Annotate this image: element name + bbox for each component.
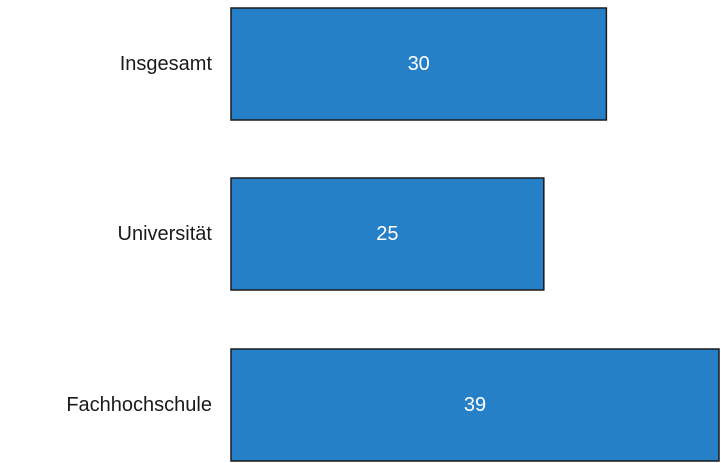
category-label-2: Fachhochschule	[66, 394, 212, 416]
bar-1	[230, 177, 545, 291]
value-label-1: 25	[376, 223, 398, 245]
bar-2	[230, 348, 720, 462]
value-label-0: 30	[408, 53, 430, 75]
category-label-1: Universität	[118, 223, 213, 245]
value-label-2: 39	[464, 394, 486, 416]
bar-0	[230, 7, 608, 121]
category-label-0: Insgesamt	[120, 53, 213, 75]
